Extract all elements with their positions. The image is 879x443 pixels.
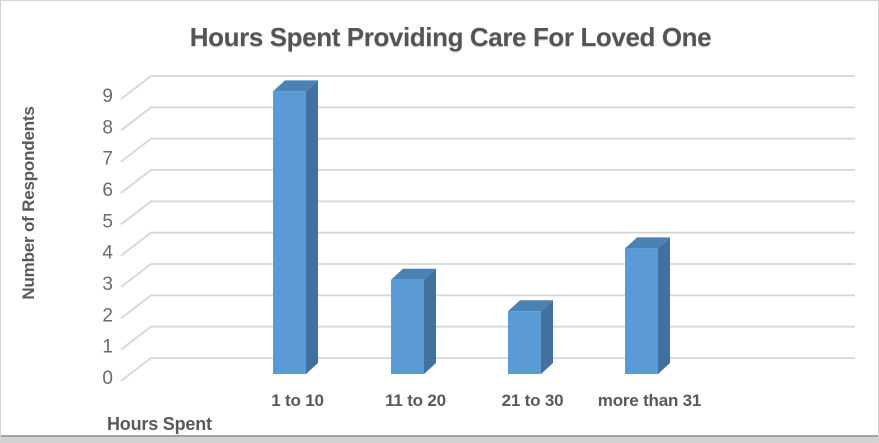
- y-tick-label: 2: [102, 305, 113, 326]
- bar-side-face: [424, 268, 436, 374]
- x-category-label: 21 to 30: [502, 391, 564, 410]
- x-category-label: more than 31: [598, 391, 701, 410]
- gridline: [120, 325, 855, 351]
- bar-front-face: [391, 279, 424, 374]
- window-bottom-edge: [1, 435, 878, 442]
- gridline: [120, 231, 855, 257]
- gridline: [120, 294, 855, 320]
- x-axis-title: Hours Spent: [107, 414, 212, 434]
- y-tick-label: 4: [102, 243, 113, 264]
- x-category-label: 11 to 20: [385, 391, 446, 410]
- x-category-label: 1 to 10: [271, 391, 323, 410]
- gridline: [120, 75, 855, 100]
- bar-3[interactable]: [508, 300, 553, 374]
- bar-front-face: [508, 311, 541, 374]
- bar-1[interactable]: [273, 80, 318, 375]
- gridline: [120, 263, 855, 288]
- y-tick-label: 1: [102, 337, 113, 358]
- bar-front-face: [625, 248, 658, 374]
- y-tick-label: 3: [102, 274, 113, 295]
- bar-side-face: [658, 237, 670, 374]
- bar-2[interactable]: [391, 268, 436, 374]
- y-tick-label: 6: [102, 180, 113, 201]
- bar-side-face: [306, 80, 318, 375]
- y-tick-label: 9: [102, 86, 113, 107]
- y-tick-label: 5: [102, 211, 113, 232]
- y-tick-label: 7: [102, 149, 113, 170]
- gridline: [120, 357, 855, 382]
- gridline: [120, 169, 855, 194]
- bar-front-face: [273, 91, 306, 375]
- bar-top-face: [273, 80, 318, 92]
- y-tick-label: 8: [102, 117, 113, 138]
- gridline: [120, 106, 855, 132]
- bar-side-face: [541, 300, 553, 374]
- bar-4[interactable]: [625, 237, 670, 374]
- chart-title: Hours Spent Providing Care For Loved One: [189, 22, 712, 52]
- bar-top-face: [625, 237, 670, 249]
- bar-top-face: [391, 268, 436, 280]
- y-tick-label: 0: [102, 368, 113, 389]
- gridline: [120, 137, 855, 163]
- bar-top-face: [508, 300, 553, 312]
- gridline: [120, 200, 855, 226]
